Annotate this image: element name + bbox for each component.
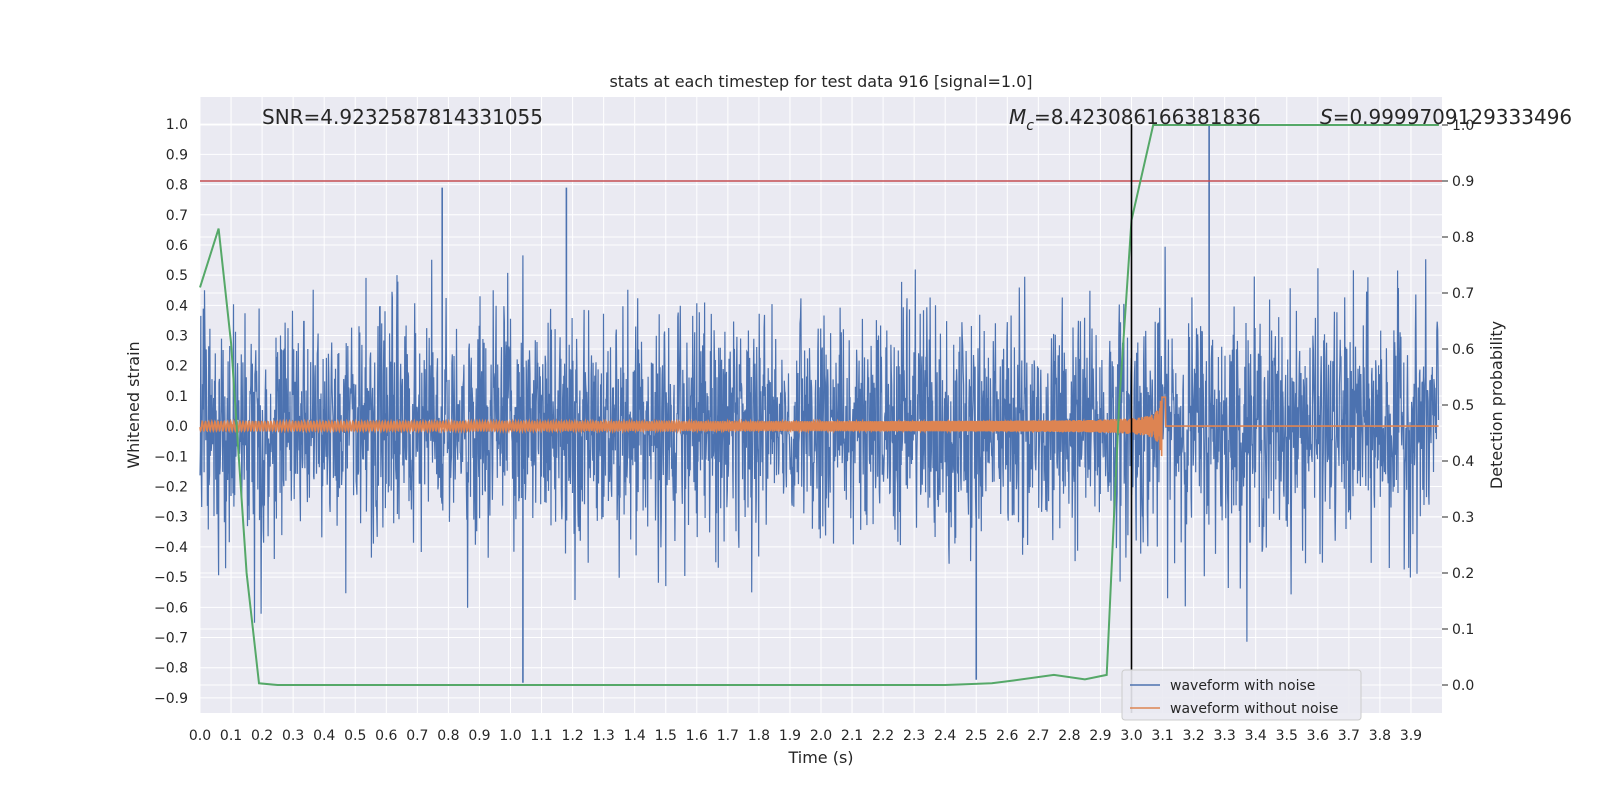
y-tick-label: 0.7 xyxy=(166,208,188,224)
y-tick-label: −0.5 xyxy=(154,570,188,586)
legend-label-noise: waveform with noise xyxy=(1170,678,1315,694)
chirp-mass-value: =8.423086166381836 xyxy=(1034,105,1261,129)
x-tick-label: 2.9 xyxy=(1089,728,1111,744)
x-tick-label: 3.0 xyxy=(1120,728,1142,744)
x-tick-label: 3.7 xyxy=(1338,728,1360,744)
y-tick-label: −0.9 xyxy=(154,691,188,707)
clean-waveform-line xyxy=(199,396,1439,457)
x-tick-label: 2.6 xyxy=(996,728,1018,744)
y2-tick-label: 0.8 xyxy=(1452,230,1474,246)
x-tick-label: 2.7 xyxy=(1027,728,1049,744)
x-tick-label: 1.6 xyxy=(686,728,708,744)
series-layer xyxy=(199,124,1442,713)
x-tick-label: 1.8 xyxy=(748,728,770,744)
y-axis-label: Whitened strain xyxy=(124,341,143,468)
x-tick-label: 2.5 xyxy=(965,728,987,744)
x-tick-label: 3.6 xyxy=(1307,728,1329,744)
y-tick-label: 0.8 xyxy=(166,178,188,194)
x-tick-labels: 0.0 0.1 0.2 0.3 0.4 0.5 0.6 0.7 0.8 0.9 1.0 1.1 1.2 1… xyxy=(189,728,1422,744)
chart-title: stats at each timestep for test data 916… xyxy=(609,72,1032,91)
y-tick-label: −0.8 xyxy=(154,661,188,677)
y-tick-labels: 1.0 0.9 0.8 0.7 0.6 0.5 0.4 0.3 0.2 0.1 0.0 −0.1 −0.… xyxy=(154,117,188,707)
x-tick-label: 0.7 xyxy=(406,728,428,744)
y-tick-label: −0.2 xyxy=(154,480,188,496)
y-tick-label: 0.4 xyxy=(166,298,188,314)
y2-tick-label: 0.4 xyxy=(1452,454,1474,470)
y-tick-label: 0.6 xyxy=(166,238,188,254)
x-tick-label: 2.2 xyxy=(872,728,894,744)
x-tick-label: 1.9 xyxy=(779,728,801,744)
y2-tick-label: 0.2 xyxy=(1452,566,1474,582)
x-tick-label: 0.9 xyxy=(468,728,490,744)
x-tick-label: 1.5 xyxy=(655,728,677,744)
y2-tick-labels: 1.0 0.9 0.8 0.7 0.6 0.5 0.4 0.3 0.2 0.1 0.0 xyxy=(1442,118,1474,694)
y-tick-label: −0.6 xyxy=(154,600,188,616)
x-tick-label: 2.0 xyxy=(810,728,832,744)
chirp-mass-symbol: M xyxy=(1009,105,1026,129)
x-tick-label: 3.5 xyxy=(1276,728,1298,744)
y-tick-label: 0.9 xyxy=(166,147,188,163)
y2-tick-label: 0.6 xyxy=(1452,342,1474,358)
y2-tick-label: 0.9 xyxy=(1452,174,1474,190)
x-tick-label: 3.2 xyxy=(1182,728,1204,744)
y-tick-label: −0.1 xyxy=(154,449,188,465)
x-tick-label: 0.0 xyxy=(189,728,211,744)
x-tick-label: 0.2 xyxy=(251,728,273,744)
y-tick-label: 0.0 xyxy=(166,419,188,435)
x-tick-label: 0.5 xyxy=(344,728,366,744)
y-tick-label: −0.7 xyxy=(154,631,188,647)
x-tick-label: 2.3 xyxy=(903,728,925,744)
x-tick-label: 1.0 xyxy=(499,728,521,744)
x-tick-label: 1.4 xyxy=(624,728,646,744)
x-tick-label: 3.8 xyxy=(1369,728,1391,744)
noisy-waveform-line xyxy=(199,246,1440,642)
chirp-mass-subscript: c xyxy=(1026,118,1034,134)
y-tick-label: −0.3 xyxy=(154,510,188,526)
x-tick-label: 0.3 xyxy=(282,728,304,744)
x-tick-label: 1.2 xyxy=(561,728,583,744)
y2-axis-label: Detection probability xyxy=(1487,321,1506,489)
x-tick-label: 3.3 xyxy=(1214,728,1236,744)
score-symbol: S xyxy=(1320,105,1333,129)
snr-annotation: SNR=4.9232587814331055 xyxy=(262,105,543,129)
x-tick-label: 0.6 xyxy=(375,728,397,744)
x-tick-label: 3.1 xyxy=(1151,728,1173,744)
y2-tick-label: 0.1 xyxy=(1452,622,1474,638)
x-tick-label: 3.4 xyxy=(1245,728,1267,744)
legend-box xyxy=(1121,669,1362,721)
legend: waveform with noise waveform without noi… xyxy=(1121,669,1362,721)
x-tick-label: 0.4 xyxy=(313,728,335,744)
x-tick-label: 1.7 xyxy=(717,728,739,744)
chirp-mass-annotation: Mc=8.423086166381836 xyxy=(1009,105,1261,134)
x-axis-label: Time (s) xyxy=(787,748,853,767)
x-tick-label: 1.1 xyxy=(530,728,552,744)
y2-tick-label: 0.5 xyxy=(1452,398,1474,414)
x-tick-label: 0.8 xyxy=(437,728,459,744)
x-tick-label: 1.3 xyxy=(593,728,615,744)
y-tick-label: −0.4 xyxy=(154,540,188,556)
y-tick-label: 0.1 xyxy=(166,389,188,405)
y2-tick-label: 0.3 xyxy=(1452,510,1474,526)
y-tick-label: 0.2 xyxy=(166,359,188,375)
y-tick-label: 1.0 xyxy=(166,117,188,133)
x-tick-label: 2.1 xyxy=(841,728,863,744)
score-annotation: S=0.9999709129333496 xyxy=(1320,105,1572,129)
y-tick-label: 0.5 xyxy=(166,268,188,284)
x-tick-label: 0.1 xyxy=(220,728,242,744)
x-tick-label: 2.8 xyxy=(1058,728,1080,744)
detection-probability-line xyxy=(199,124,1439,686)
x-tick-label: 2.4 xyxy=(934,728,956,744)
y2-tick-label: 0.0 xyxy=(1452,678,1474,694)
y2-tick-label: 1.0 xyxy=(1452,118,1474,134)
legend-label-clean: waveform without noise xyxy=(1170,701,1338,717)
x-tick-label: 3.9 xyxy=(1400,728,1422,744)
score-value: =0.9999709129333496 xyxy=(1333,105,1572,129)
y2-tick-label: 0.7 xyxy=(1452,286,1474,302)
y-tick-label: 0.3 xyxy=(166,329,188,345)
